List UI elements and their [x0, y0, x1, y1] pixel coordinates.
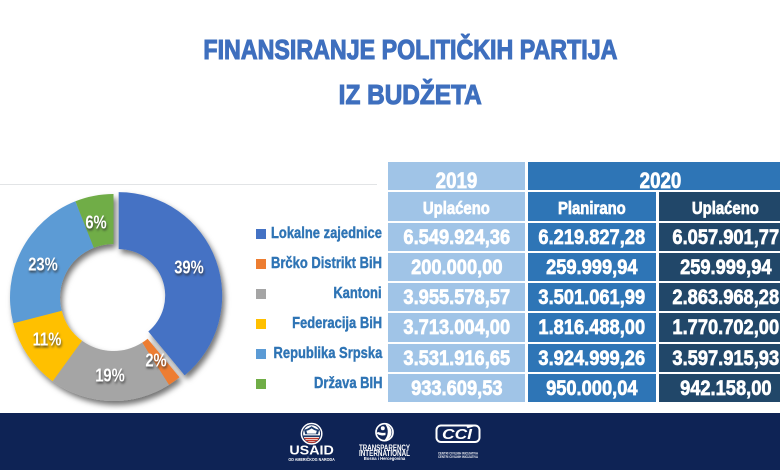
svg-text:INTERNATIONAL: INTERNATIONAL: [359, 449, 410, 458]
svg-text:Bosna i Hercegovina: Bosna i Hercegovina: [364, 456, 406, 461]
svg-text:TRANSPARENCY: TRANSPARENCY: [359, 444, 411, 453]
svg-text:CENTRI CIVILNIH INICIJATIVA: CENTRI CIVILNIH INICIJATIVA: [438, 452, 478, 456]
svg-text:OD AMERIČKOG NARODA: OD AMERIČKOG NARODA: [288, 457, 335, 462]
svg-text:CCI: CCI: [442, 427, 473, 443]
svg-text:CENTRI CIVILNIH INICIJATIVA: CENTRI CIVILNIH INICIJATIVA: [438, 455, 478, 459]
svg-text:USAID: USAID: [289, 443, 334, 458]
